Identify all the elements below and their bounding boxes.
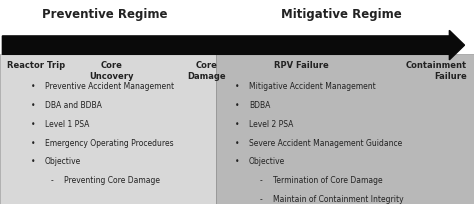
Text: Mitigative Accident Management: Mitigative Accident Management — [249, 82, 375, 91]
Text: •: • — [235, 157, 239, 166]
Text: •: • — [235, 100, 239, 109]
Bar — [0, 55, 216, 204]
Text: Preventive Accident Management: Preventive Accident Management — [45, 82, 174, 91]
FancyArrow shape — [2, 31, 465, 61]
Text: Severe Accident Management Guidance: Severe Accident Management Guidance — [249, 138, 402, 147]
Text: •: • — [235, 119, 239, 128]
Text: Core
Uncovery: Core Uncovery — [89, 61, 134, 81]
Bar — [216, 55, 474, 204]
Text: Core
Damage: Core Damage — [187, 61, 226, 81]
Text: •: • — [31, 119, 36, 128]
Text: Termination of Core Damage: Termination of Core Damage — [273, 175, 382, 184]
Text: Maintain of Containment Integrity: Maintain of Containment Integrity — [273, 194, 403, 203]
Text: Reactor Trip: Reactor Trip — [7, 61, 65, 70]
Text: Preventing Core Damage: Preventing Core Damage — [64, 175, 160, 184]
Text: Level 1 PSA: Level 1 PSA — [45, 119, 90, 128]
Text: RPV Failure: RPV Failure — [273, 61, 328, 70]
Text: -: - — [259, 175, 262, 184]
Text: Level 2 PSA: Level 2 PSA — [249, 119, 293, 128]
Text: •: • — [235, 138, 239, 147]
Text: Containment
Failure: Containment Failure — [406, 61, 467, 81]
Text: Objective: Objective — [45, 157, 81, 166]
Text: Preventive Regime: Preventive Regime — [42, 8, 167, 21]
Text: -: - — [51, 175, 54, 184]
Text: Emergency Operating Procedures: Emergency Operating Procedures — [45, 138, 173, 147]
Text: •: • — [31, 157, 36, 166]
Text: •: • — [31, 100, 36, 109]
Text: -: - — [259, 194, 262, 203]
Text: DBA and BDBA: DBA and BDBA — [45, 100, 102, 109]
Text: BDBA: BDBA — [249, 100, 270, 109]
Text: Objective: Objective — [249, 157, 285, 166]
Text: Mitigative Regime: Mitigative Regime — [281, 8, 401, 21]
Text: •: • — [31, 82, 36, 91]
Text: •: • — [31, 138, 36, 147]
Text: •: • — [235, 82, 239, 91]
